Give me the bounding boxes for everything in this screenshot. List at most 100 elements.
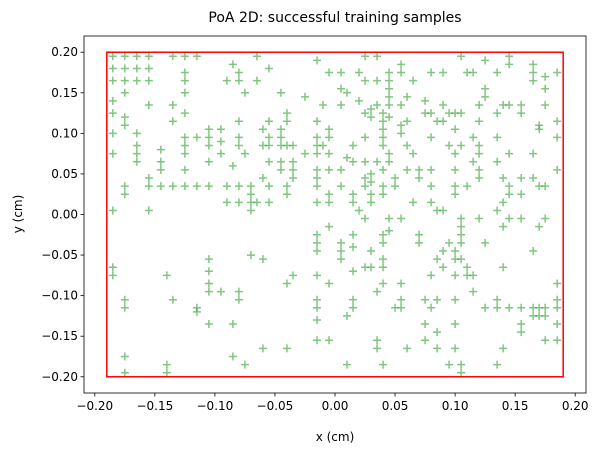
data-point — [427, 271, 436, 280]
data-point — [403, 92, 412, 101]
y-axis-ticks: −0.20 −0.15 −0.10 −0.05 0.00 0.05 0.10 0.15 0.20 — [41, 45, 84, 384]
data-point — [120, 352, 129, 361]
data-point — [541, 303, 550, 312]
data-point — [234, 198, 243, 207]
data-point — [529, 60, 538, 69]
data-point — [457, 52, 466, 61]
data-point — [421, 336, 430, 345]
data-point — [264, 198, 273, 207]
data-point — [499, 173, 508, 182]
data-point — [391, 173, 400, 182]
y-tick-label: 0.15 — [51, 86, 78, 100]
x-tick-label: 0.20 — [562, 399, 589, 413]
data-point — [427, 109, 436, 118]
data-point — [108, 76, 117, 85]
data-point — [379, 125, 388, 134]
data-point — [144, 206, 153, 215]
data-point — [216, 149, 225, 158]
data-point — [379, 230, 388, 239]
data-point — [312, 295, 321, 304]
data-point — [541, 311, 550, 320]
x-tick-label: 0.05 — [382, 399, 409, 413]
data-point — [481, 303, 490, 312]
data-point — [427, 133, 436, 142]
data-point — [499, 198, 508, 207]
data-point — [397, 68, 406, 77]
data-point — [324, 133, 333, 142]
data-point — [475, 214, 484, 223]
data-point — [318, 141, 327, 150]
data-point — [553, 133, 562, 142]
data-point — [367, 247, 376, 256]
data-point — [240, 360, 249, 369]
data-point — [312, 247, 321, 256]
data-point — [156, 145, 165, 154]
data-point — [397, 295, 406, 304]
data-point — [421, 295, 430, 304]
data-point — [216, 287, 225, 296]
data-point — [246, 206, 255, 215]
data-point — [445, 141, 454, 150]
data-point — [180, 141, 189, 150]
data-point — [144, 173, 153, 182]
data-point — [541, 100, 550, 109]
data-point — [541, 336, 550, 345]
data-point — [108, 206, 117, 215]
data-point — [529, 247, 538, 256]
data-point — [451, 125, 460, 134]
data-point — [355, 206, 364, 215]
data-point — [264, 64, 273, 73]
data-point — [252, 52, 261, 61]
data-point — [108, 64, 117, 73]
data-point — [463, 263, 472, 272]
data-point — [505, 214, 514, 223]
data-point — [282, 182, 291, 191]
data-point — [397, 60, 406, 69]
x-tick-label: −0.10 — [197, 399, 234, 413]
data-point — [349, 198, 358, 207]
data-point — [517, 100, 526, 109]
data-point — [312, 230, 321, 239]
data-point — [367, 169, 376, 178]
data-point — [385, 113, 394, 122]
data-point — [451, 182, 460, 191]
data-point — [144, 76, 153, 85]
data-point — [493, 109, 502, 118]
data-point — [475, 149, 484, 158]
data-point — [324, 198, 333, 207]
data-point — [373, 52, 382, 61]
data-point — [469, 68, 478, 77]
data-point — [517, 173, 526, 182]
data-point — [541, 84, 550, 93]
sampling-boundary — [106, 51, 564, 378]
y-tick-label: −0.05 — [41, 248, 78, 262]
data-point — [312, 303, 321, 312]
data-point — [312, 198, 321, 207]
data-point — [397, 303, 406, 312]
data-point — [282, 344, 291, 353]
data-point — [535, 125, 544, 134]
data-point — [204, 279, 213, 288]
data-point — [108, 271, 117, 280]
data-point — [282, 109, 291, 118]
data-point — [343, 153, 352, 162]
data-point — [373, 336, 382, 345]
data-point — [493, 303, 502, 312]
data-point — [343, 360, 352, 369]
data-point — [385, 100, 394, 109]
data-point — [517, 303, 526, 312]
data-point — [475, 100, 484, 109]
data-point — [379, 117, 388, 126]
data-point — [276, 157, 285, 166]
data-point — [264, 117, 273, 126]
data-point — [493, 360, 502, 369]
data-point — [481, 238, 490, 247]
data-point — [144, 182, 153, 191]
data-point — [264, 141, 273, 150]
data-point — [204, 125, 213, 134]
data-point — [192, 307, 201, 316]
data-point — [132, 52, 141, 61]
data-point — [324, 165, 333, 174]
x-tick-label: 0.00 — [322, 399, 349, 413]
